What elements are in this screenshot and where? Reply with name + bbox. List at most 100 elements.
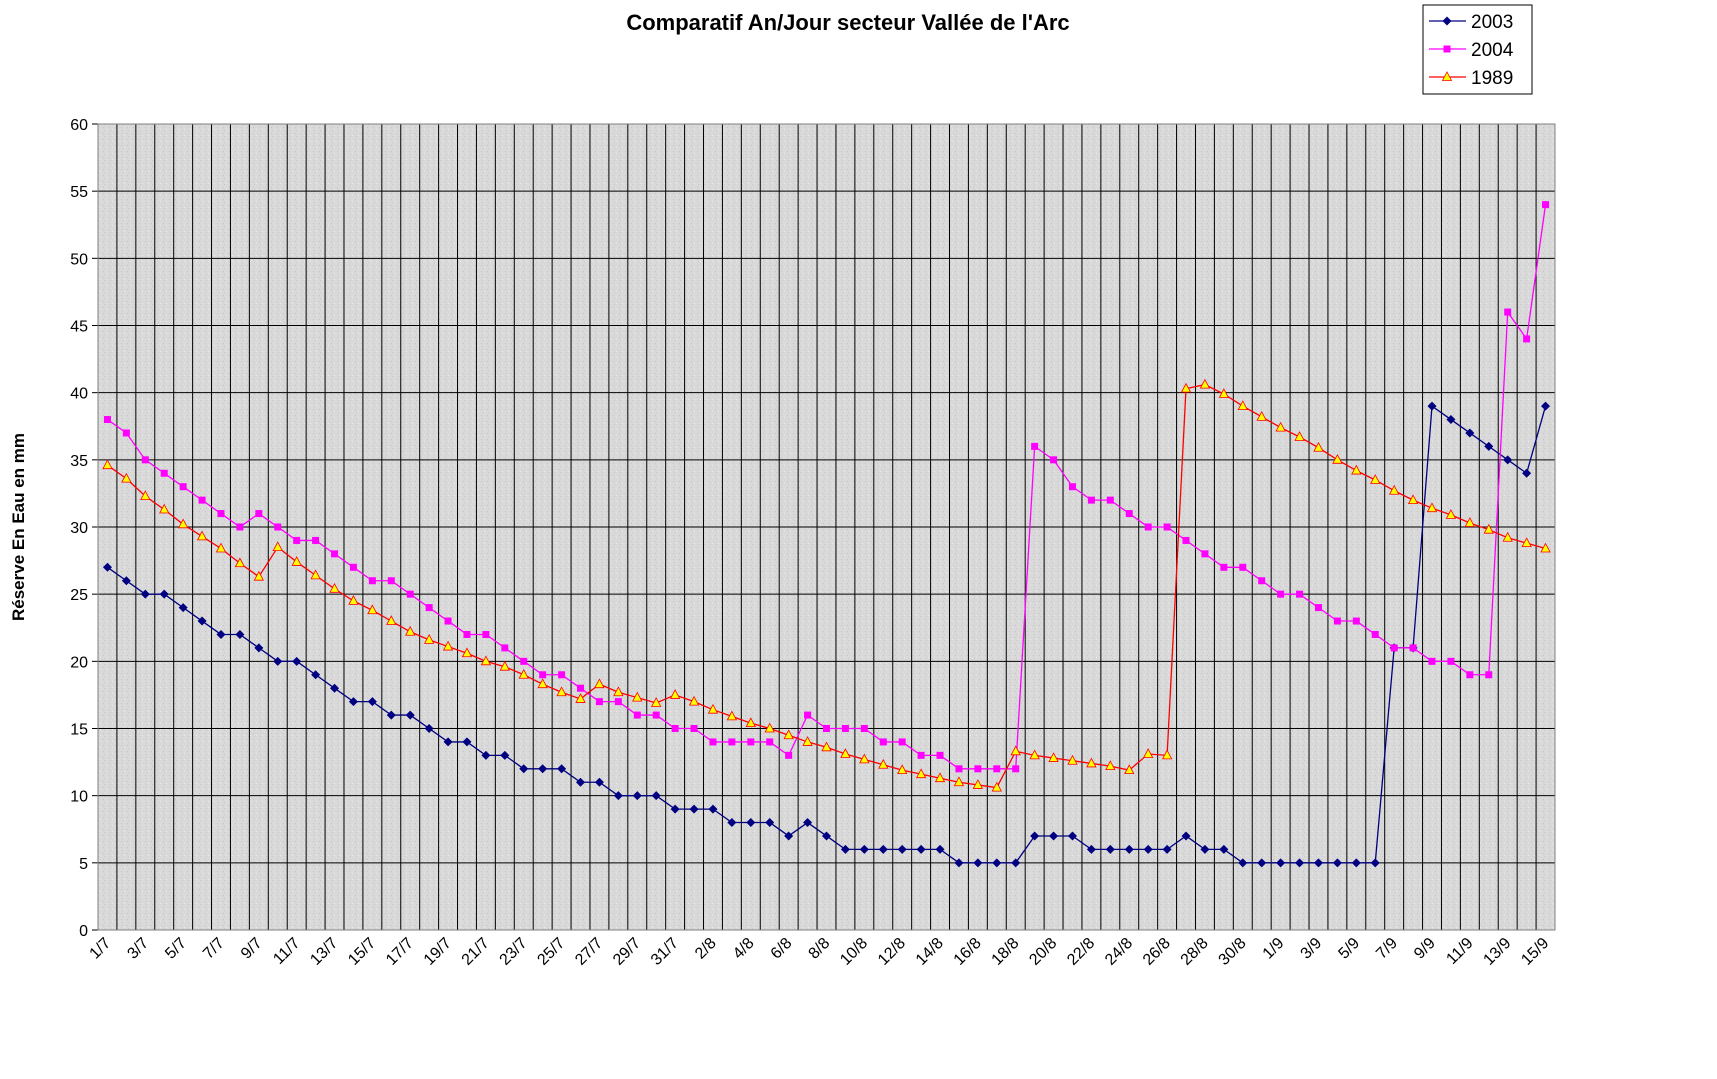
x-tick-label: 27/7	[572, 935, 606, 969]
marker	[1314, 604, 1322, 612]
marker	[1163, 523, 1171, 531]
x-tick-label: 25/7	[534, 935, 568, 969]
y-tick-label: 55	[70, 184, 88, 201]
marker	[614, 698, 622, 706]
legend-marker	[1443, 45, 1451, 53]
marker	[1540, 542, 1551, 553]
marker	[577, 684, 585, 692]
marker	[632, 791, 642, 801]
x-tick-label: 15/7	[345, 935, 379, 969]
marker	[557, 764, 567, 774]
marker	[576, 777, 586, 787]
y-tick-label: 20	[70, 654, 88, 671]
marker	[765, 818, 775, 828]
marker	[1332, 858, 1342, 868]
marker	[860, 725, 868, 732]
x-tick-label: 9/9	[1411, 935, 1439, 963]
marker	[1124, 764, 1135, 775]
marker	[121, 472, 132, 483]
marker	[386, 710, 396, 720]
marker	[1427, 401, 1437, 411]
x-tick-label: 28/8	[1178, 935, 1212, 969]
marker	[196, 530, 208, 541]
marker	[973, 858, 983, 868]
y-tick-label: 15	[70, 722, 88, 739]
marker	[1445, 509, 1457, 519]
marker	[443, 737, 453, 747]
marker	[255, 510, 263, 518]
marker	[821, 741, 832, 752]
marker	[1485, 671, 1493, 679]
marker	[1125, 510, 1133, 518]
marker	[444, 617, 452, 625]
x-tick-label: 3/9	[1298, 935, 1326, 963]
marker	[651, 791, 661, 801]
marker	[1067, 754, 1078, 765]
marker	[234, 557, 246, 568]
marker	[1332, 453, 1343, 464]
marker	[954, 858, 964, 868]
marker	[1218, 388, 1230, 398]
marker	[1011, 858, 1021, 868]
marker	[783, 729, 794, 740]
marker	[709, 738, 717, 746]
marker	[236, 523, 244, 531]
marker	[784, 831, 794, 841]
marker	[1258, 577, 1266, 585]
marker	[841, 725, 849, 732]
y-tick-label: 50	[70, 251, 88, 268]
marker	[1238, 858, 1248, 868]
marker	[293, 536, 301, 544]
marker	[1464, 517, 1476, 527]
marker	[329, 582, 340, 593]
marker	[1010, 745, 1021, 756]
marker	[406, 590, 414, 598]
marker	[1162, 844, 1172, 854]
marker	[1180, 382, 1192, 393]
marker	[103, 416, 111, 424]
marker	[462, 737, 472, 747]
marker	[669, 689, 681, 699]
chart-title: Comparatif An/Jour secteur Vallée de l'A…	[626, 10, 1069, 35]
marker	[331, 550, 339, 558]
marker	[405, 710, 415, 720]
marker	[1504, 308, 1512, 316]
marker	[1502, 531, 1513, 542]
marker	[936, 751, 944, 759]
marker	[1181, 831, 1191, 841]
marker	[291, 556, 302, 566]
marker	[651, 697, 662, 707]
marker	[198, 496, 206, 504]
x-tick-label: 18/8	[989, 935, 1023, 969]
marker	[690, 725, 698, 732]
x-tick-label: 4/8	[730, 935, 758, 963]
x-tick-label: 10/8	[837, 935, 871, 969]
marker	[595, 698, 603, 706]
marker	[442, 640, 454, 651]
marker	[1388, 484, 1400, 495]
marker	[102, 562, 112, 572]
marker	[1144, 523, 1152, 531]
marker	[558, 671, 566, 679]
legend-marker	[1441, 71, 1453, 81]
legend-marker	[1442, 16, 1452, 26]
marker	[879, 738, 887, 746]
x-tick-label: 23/7	[497, 935, 531, 969]
marker	[727, 818, 737, 828]
marker	[766, 738, 774, 746]
x-tick-label: 5/9	[1335, 935, 1363, 963]
x-tick-label: 1/9	[1260, 935, 1288, 963]
marker	[367, 697, 377, 707]
y-tick-label: 30	[70, 520, 88, 537]
marker	[688, 695, 700, 706]
marker	[953, 776, 965, 787]
marker	[480, 655, 492, 666]
marker	[1521, 537, 1532, 548]
marker	[1446, 415, 1456, 425]
marker	[179, 483, 187, 491]
marker	[311, 670, 321, 680]
marker	[991, 781, 1002, 792]
marker	[707, 703, 719, 714]
marker	[482, 630, 490, 638]
